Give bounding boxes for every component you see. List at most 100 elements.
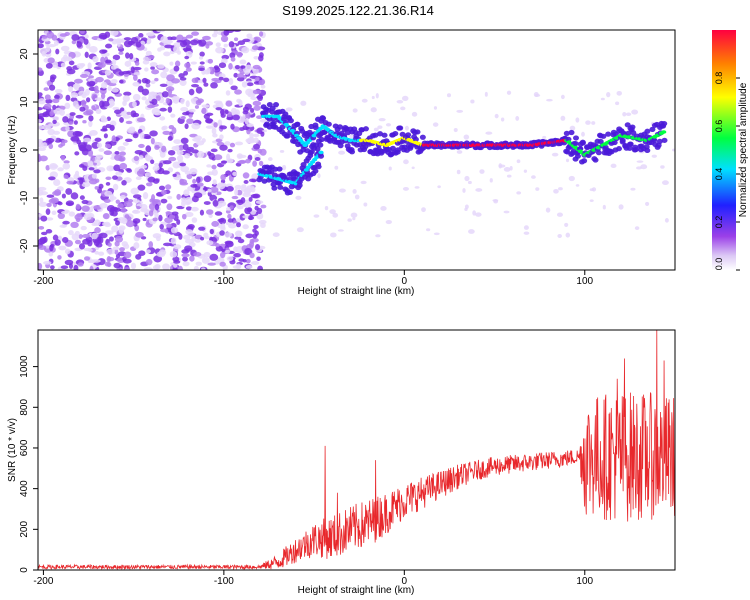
spectrogram-noise-blob bbox=[219, 125, 228, 130]
spectrogram-noise-blob bbox=[39, 197, 44, 203]
spectrogram-noise-blob bbox=[64, 31, 70, 36]
spectrogram-noise-blob bbox=[167, 135, 173, 141]
spectrogram-faint-blob bbox=[378, 118, 386, 122]
spectrogram-noise-blob bbox=[145, 99, 150, 106]
spectrogram-noise-blob bbox=[176, 150, 184, 156]
spectrogram-noise-blob bbox=[60, 265, 69, 270]
spectrogram-noise-blob bbox=[253, 143, 260, 150]
spectrogram-ridge-core bbox=[303, 168, 309, 172]
spectrogram-noise-blob bbox=[148, 202, 156, 211]
spectrogram-ridge-halo bbox=[616, 146, 623, 152]
spectrogram-faint-blob bbox=[585, 120, 591, 125]
spectrogram-noise-blob bbox=[91, 232, 98, 240]
spectrogram-x-tick-label: -200 bbox=[33, 276, 53, 287]
spectrogram-noise-blob bbox=[252, 67, 259, 75]
spectrogram-noise-blob bbox=[215, 46, 224, 54]
spectrogram-noise-blob bbox=[226, 116, 234, 121]
spectrogram-noise-blob bbox=[138, 143, 145, 149]
spectrogram-noise-blob bbox=[206, 209, 214, 215]
spectrogram-noise-blob bbox=[114, 154, 123, 161]
spectrogram-noise-blob bbox=[184, 170, 190, 175]
spectrogram-faint-blob bbox=[285, 107, 293, 112]
spectrogram-noise-blob bbox=[173, 139, 182, 144]
spectrogram-noise-blob bbox=[200, 267, 206, 270]
spectrogram-noise-blob bbox=[218, 62, 227, 69]
spectrogram-faint-blob bbox=[494, 113, 499, 119]
spectrogram-noise-blob bbox=[195, 261, 202, 266]
spectrogram-noise-blob bbox=[57, 212, 66, 220]
spectrogram-faint-blob bbox=[371, 95, 375, 100]
spectrogram-noise-blob bbox=[119, 151, 126, 156]
spectrogram-faint-blob bbox=[651, 154, 657, 158]
spectrogram-noise-blob bbox=[111, 135, 117, 143]
spectrogram-faint-blob bbox=[635, 166, 642, 170]
spectrogram-noise-blob bbox=[39, 236, 47, 244]
spectrogram-ridge-halo bbox=[282, 111, 289, 117]
spectrogram-noise-blob bbox=[119, 116, 124, 123]
spectrogram-noise-blob bbox=[209, 228, 215, 235]
spectrogram-noise-blob bbox=[126, 127, 136, 134]
spectrogram-noise-blob bbox=[79, 30, 86, 34]
spectrogram-faint-blob bbox=[660, 165, 665, 169]
spectrogram-noise-blob bbox=[224, 249, 231, 254]
spectrogram-noise-blob bbox=[142, 192, 149, 200]
spectrogram-noise-blob bbox=[203, 82, 209, 87]
spectrogram-noise-blob bbox=[101, 49, 108, 53]
spectrogram-noise-blob bbox=[195, 176, 201, 184]
spectrogram-noise-blob bbox=[242, 172, 250, 179]
spectrogram-faint-blob bbox=[375, 93, 379, 99]
spectrogram-noise-blob bbox=[256, 127, 265, 135]
spectrogram-faint-blob bbox=[625, 112, 632, 117]
spectrogram-noise-blob bbox=[173, 45, 180, 54]
snr-y-tick-label: 600 bbox=[19, 439, 30, 456]
spectrogram-noise-blob bbox=[148, 54, 155, 59]
spectrogram-noise-blob bbox=[230, 123, 235, 130]
spectrogram-noise-blob bbox=[132, 133, 139, 139]
spectrogram-noise-blob bbox=[245, 64, 252, 72]
spectrogram-noise-blob bbox=[162, 263, 170, 270]
spectrogram-noise-blob bbox=[124, 60, 132, 67]
spectrogram-noise-blob bbox=[162, 130, 171, 135]
spectrogram-noise-blob bbox=[89, 265, 94, 270]
spectrogram-noise-blob bbox=[61, 237, 69, 244]
spectrogram-noise-blob bbox=[82, 238, 91, 245]
spectrogram-noise-blob bbox=[172, 161, 181, 169]
spectrogram-noise-blob bbox=[167, 88, 173, 96]
spectrogram-noise-blob bbox=[63, 174, 69, 179]
spectrogram-noise-blob bbox=[225, 30, 235, 34]
snr-y-tick-label: 200 bbox=[19, 521, 30, 538]
spectrogram-noise-blob bbox=[118, 51, 124, 55]
spectrogram-noise-blob bbox=[198, 56, 204, 60]
spectrogram-noise-blob bbox=[94, 85, 99, 92]
spectrogram-noise-blob bbox=[84, 88, 90, 96]
spectrogram-noise-blob bbox=[183, 189, 190, 197]
spectrogram-noise-blob bbox=[189, 167, 198, 175]
spectrogram-noise-blob bbox=[98, 232, 108, 239]
spectrogram-noise-blob bbox=[223, 77, 230, 83]
spectrogram-noise-blob bbox=[70, 192, 79, 200]
spectrogram-noise-blob bbox=[244, 103, 252, 110]
spectrogram-noise-blob bbox=[219, 144, 228, 151]
spectrogram-noise-blob bbox=[115, 171, 123, 176]
spectrogram-noise-blob bbox=[81, 234, 91, 239]
spectrogram-noise-blob bbox=[74, 78, 83, 84]
spectrogram-noise-blob bbox=[138, 168, 145, 175]
spectrogram-noise-blob bbox=[38, 186, 47, 191]
spectrogram-noise-blob bbox=[94, 227, 101, 234]
spectrogram-faint-blob bbox=[565, 158, 570, 163]
spectrogram-noise-blob bbox=[186, 118, 194, 125]
spectrogram-noise-blob bbox=[209, 253, 219, 261]
spectrogram-noise-blob bbox=[236, 222, 241, 228]
spectrogram-noise-blob bbox=[110, 65, 117, 70]
spectrogram-noise-blob bbox=[184, 245, 193, 252]
spectrogram-noise-blob bbox=[151, 98, 158, 105]
spectrogram-noise-blob bbox=[45, 217, 54, 221]
spectrogram-ridge-halo bbox=[270, 120, 277, 126]
spectrogram-noise-blob bbox=[42, 124, 51, 130]
spectrogram-faint-blob bbox=[516, 159, 521, 164]
spectrogram-noise-blob bbox=[109, 206, 119, 212]
spectrogram-noise-blob bbox=[258, 79, 265, 85]
spectrogram-noise-blob bbox=[121, 217, 128, 225]
spectrogram-ridge-halo bbox=[572, 140, 579, 147]
spectrogram-noise-blob bbox=[246, 138, 252, 144]
